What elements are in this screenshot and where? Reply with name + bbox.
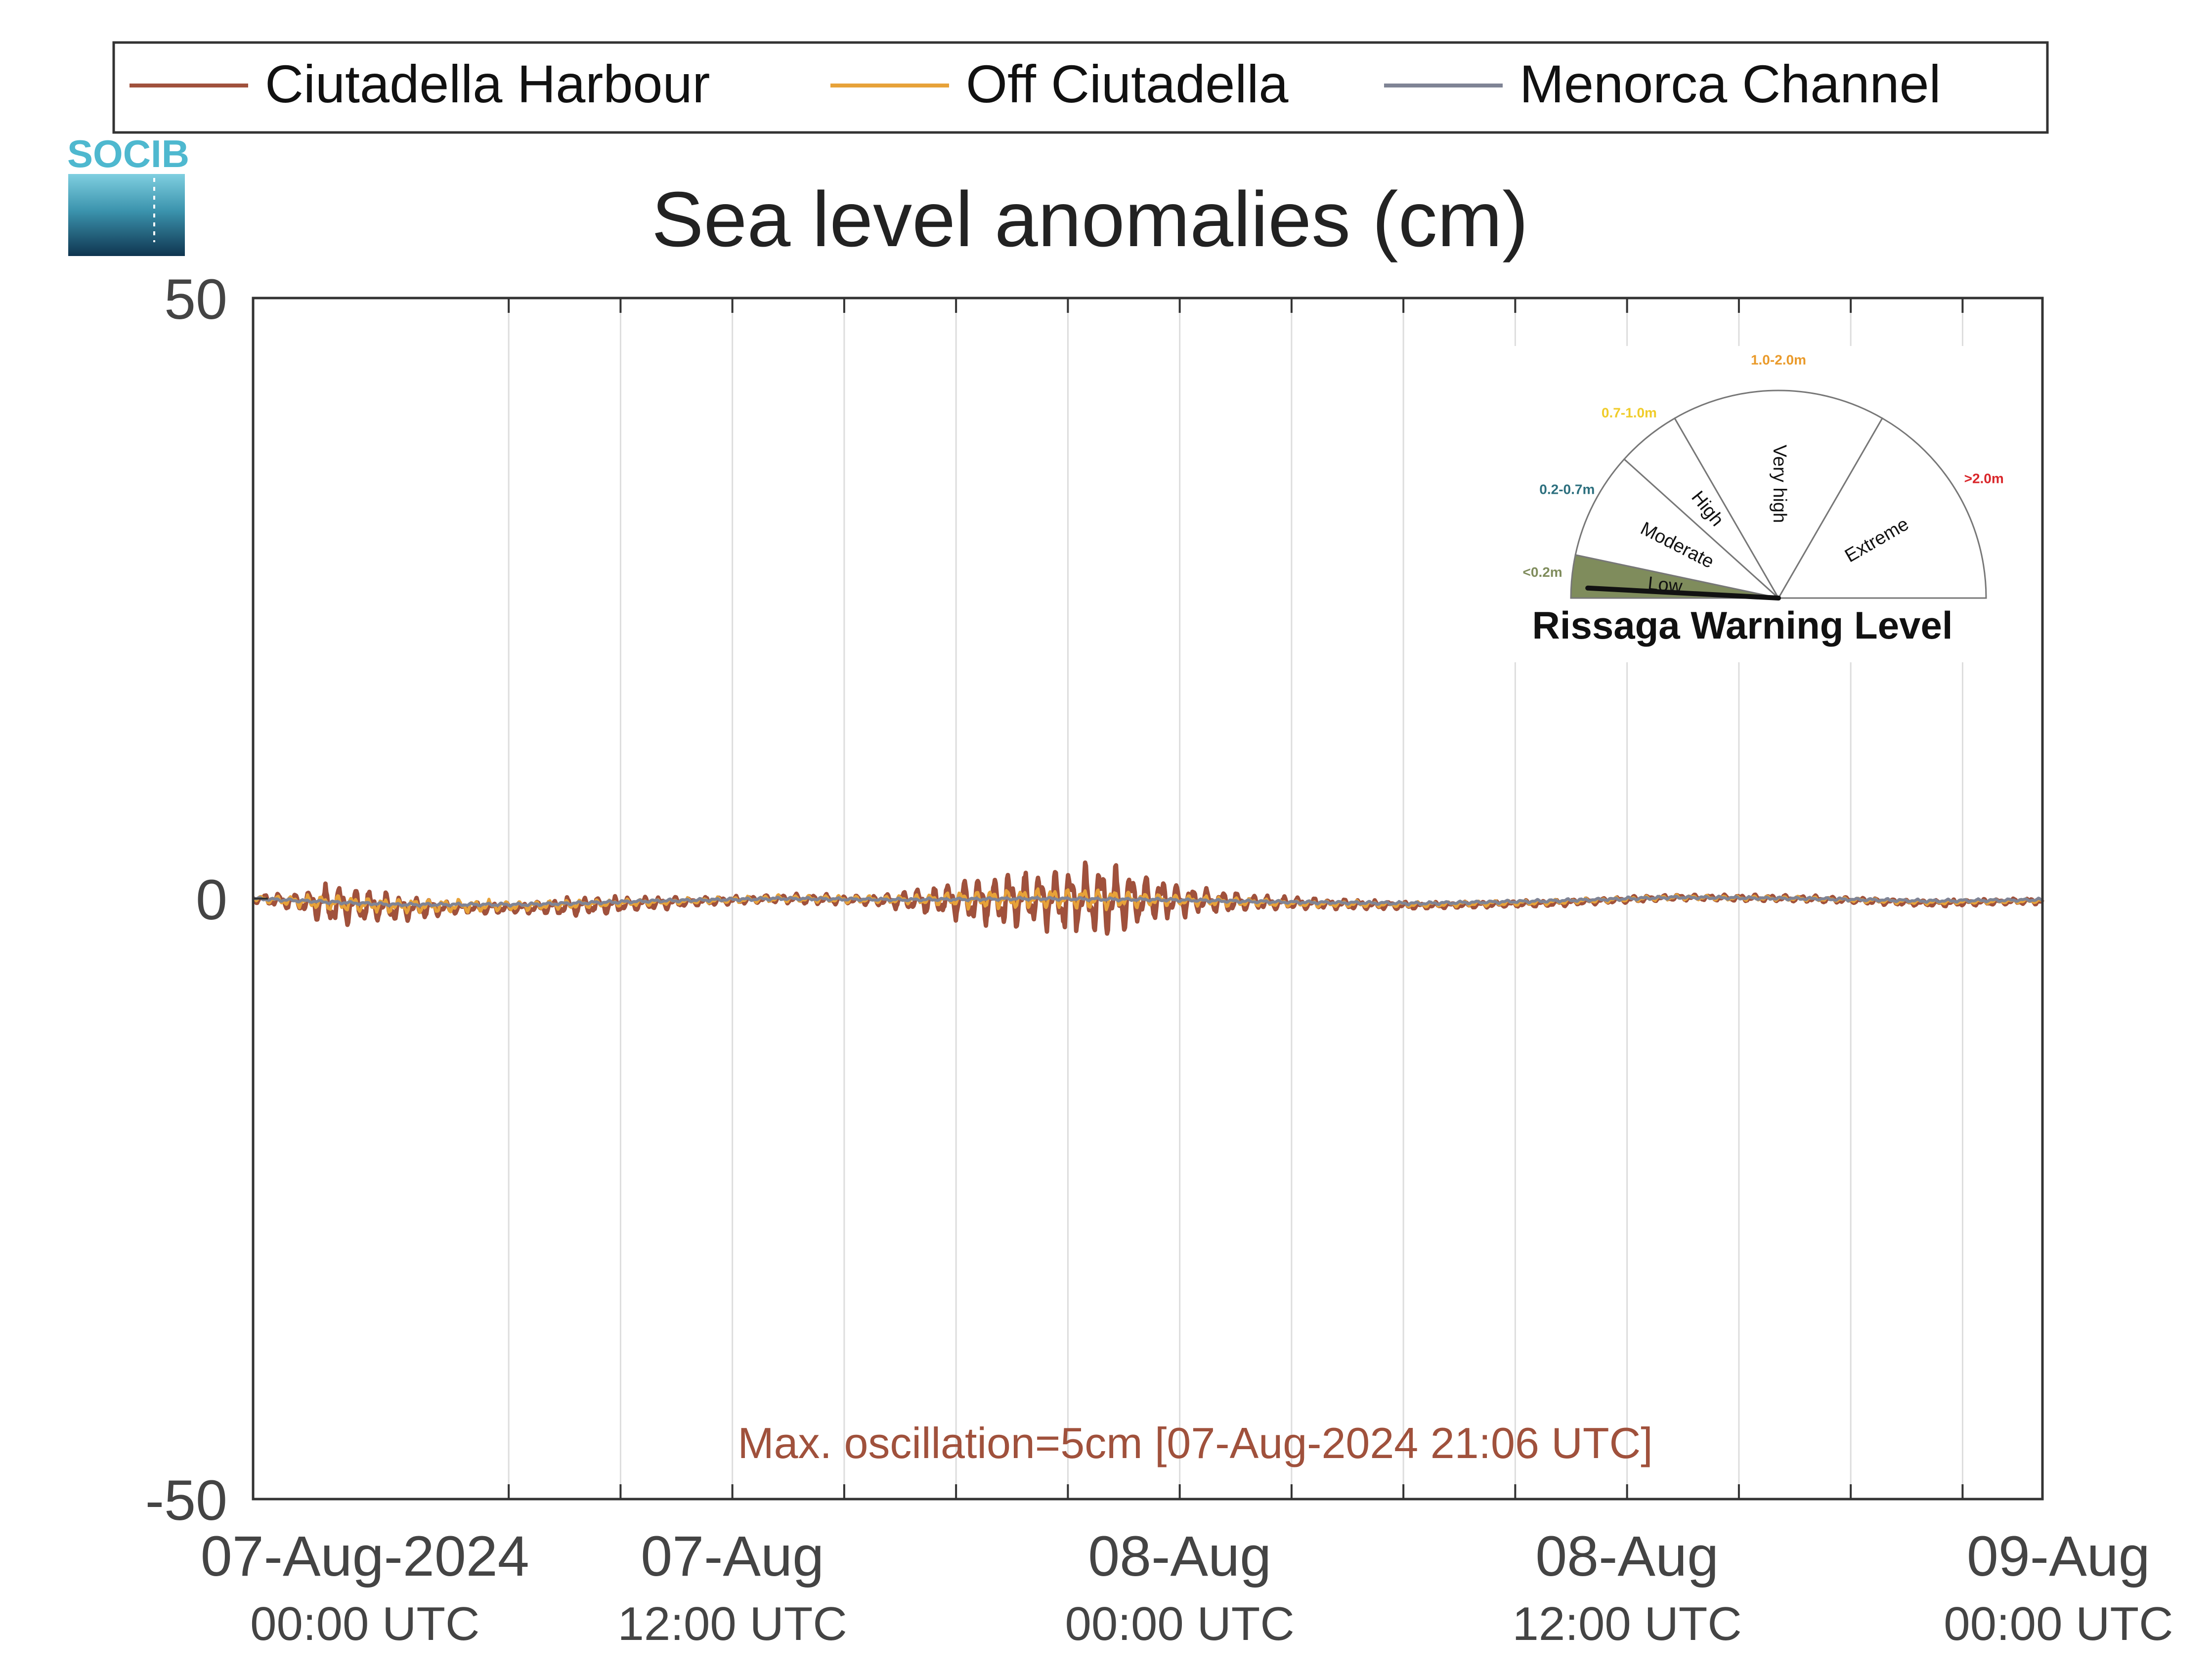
gauge-range-label: >2.0m xyxy=(1964,471,2004,486)
x-tick-label-date: 08-Aug xyxy=(1535,1525,1719,1588)
x-tick-label-date: 08-Aug xyxy=(1088,1525,1271,1588)
y-tick-label: 0 xyxy=(196,868,227,932)
chart-title: Sea level anomalies (cm) xyxy=(651,176,1528,263)
y-tick-label: 50 xyxy=(164,268,227,331)
gauge-range-label: 1.0-2.0m xyxy=(1751,352,1806,367)
gauge-range-label: <0.2m xyxy=(1523,564,1562,580)
x-tick-label-date: 07-Aug-2024 xyxy=(201,1525,529,1588)
socib-logo: SOCIB xyxy=(67,132,189,256)
x-tick-label-time: 00:00 UTC xyxy=(1944,1597,2173,1650)
x-tick-label-time: 12:00 UTC xyxy=(1513,1597,1742,1650)
series-line xyxy=(252,895,2043,908)
legend: Ciutadella Harbour Off Ciutadella Menorca … xyxy=(112,41,2049,134)
gauge-segment-label: Low xyxy=(1647,573,1684,597)
gauge-segment-label: Very high xyxy=(1769,445,1790,523)
gauge-segment xyxy=(1574,458,1781,600)
gauge-segment xyxy=(1673,389,1884,600)
series-layer xyxy=(252,860,2044,936)
logo-block xyxy=(68,174,185,256)
y-tick-labels: 50 0 -50 xyxy=(145,268,227,1532)
legend-label: Menorca Channel xyxy=(1519,54,1941,114)
x-tick-labels: 07-Aug-2024 00:00 UTC 07-Aug 12:00 UTC 08-Au… xyxy=(201,1525,2173,1650)
x-tick-label-time: 12:00 UTC xyxy=(618,1597,847,1650)
gauge-range-label: 0.2-0.7m xyxy=(1539,481,1595,497)
gauge-title: Rissaga Warning Level xyxy=(1532,603,1952,647)
x-tick-label-time: 00:00 UTC xyxy=(1065,1597,1295,1650)
logo-text: SOCIB xyxy=(67,132,189,175)
x-tick-label-time: 00:00 UTC xyxy=(250,1597,479,1650)
max-oscillation-annotation: Max. oscillation=5cm [07-Aug-2024 21:06 … xyxy=(737,1419,1652,1467)
x-tick-label-date: 09-Aug xyxy=(1967,1525,2150,1588)
axis-ticks xyxy=(253,297,1964,1500)
gauge-range-label: 0.7-1.0m xyxy=(1602,405,1657,420)
legend-label: Off Ciutadella xyxy=(966,54,1289,114)
gauge-needle xyxy=(1585,585,1781,601)
gauge-segment xyxy=(1777,417,1987,599)
y-tick-label: -50 xyxy=(145,1469,227,1532)
legend-label: Ciutadella Harbour xyxy=(265,54,710,114)
x-tick-label-date: 07-Aug xyxy=(641,1525,824,1588)
